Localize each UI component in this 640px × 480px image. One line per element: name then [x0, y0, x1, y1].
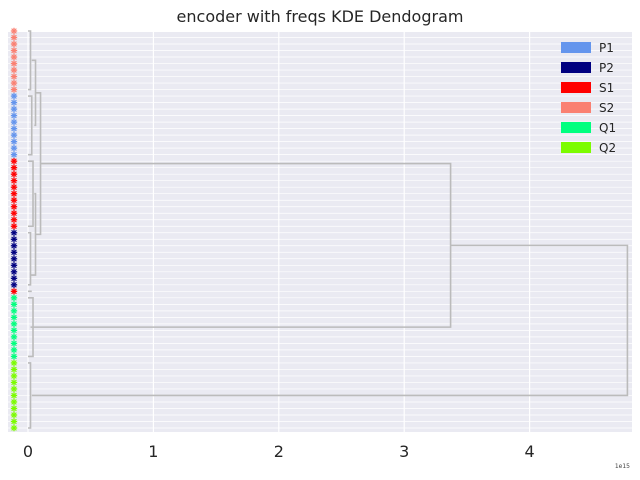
leaf-marker [10, 105, 18, 113]
leaf-marker [10, 392, 18, 399]
leaf-marker [10, 125, 18, 132]
leaf-marker [10, 398, 18, 406]
leaf-marker [10, 170, 18, 178]
leaf-marker [10, 236, 18, 243]
dendrogram-link [28, 160, 34, 228]
leaf-marker [10, 79, 18, 87]
leaf-marker [10, 242, 18, 249]
legend-swatch [561, 102, 591, 113]
dendrogram-link [28, 362, 32, 429]
leaf-marker [10, 262, 18, 269]
leaf-marker [10, 366, 18, 373]
leaf-marker [10, 177, 18, 184]
legend-swatch [561, 62, 591, 73]
leaf-marker [10, 346, 18, 354]
leaf-marker [10, 27, 18, 35]
legend-label: S2 [599, 101, 614, 115]
leaf-marker [10, 86, 18, 93]
legend-label: P1 [599, 41, 614, 55]
leaf-marker [10, 73, 18, 80]
leaf-marker [10, 320, 18, 328]
leaf-marker [10, 203, 18, 210]
leaf-marker [10, 333, 18, 341]
leaf-marker [10, 66, 18, 74]
leaf-marker [10, 53, 18, 61]
legend-label: P2 [599, 61, 614, 75]
legend-swatch [561, 142, 591, 153]
leaf-marker [10, 118, 18, 126]
leaf-marker [10, 385, 18, 393]
leaf-marker [10, 314, 18, 321]
leaf-marker [10, 197, 18, 204]
leaf-marker [10, 210, 18, 217]
legend-label: Q2 [599, 141, 616, 155]
leaf-marker [10, 34, 18, 41]
leaf-marker [10, 223, 18, 230]
x-axis-ticks: 0 1 2 3 4 [23, 442, 535, 461]
leaf-marker [10, 157, 18, 165]
dendrogram-link [28, 95, 33, 156]
dendrogram-link [31, 244, 629, 397]
chart-title: encoder with freqs KDE Dendogram [177, 7, 464, 26]
leaf-marker [10, 112, 18, 119]
leaf-marker [10, 307, 18, 315]
leaf-marker [10, 424, 18, 432]
leaf-marker [10, 92, 18, 100]
grid-lines [8, 30, 632, 432]
legend-swatch [561, 42, 591, 53]
leaf-marker [10, 359, 18, 367]
leaf-marker [10, 144, 18, 152]
x-tick-label: 2 [274, 442, 284, 461]
leaf-marker [10, 99, 18, 106]
leaf-marker [10, 229, 18, 236]
leaf-marker [10, 379, 18, 386]
leaf-marker [10, 268, 18, 276]
x-tick-label: 0 [23, 442, 33, 461]
leaf-marker [10, 340, 18, 347]
leaf-markers [10, 27, 18, 432]
leaf-marker [10, 131, 18, 139]
leaf-marker [10, 288, 18, 295]
leaf-marker [10, 40, 18, 48]
leaf-marker [10, 164, 18, 171]
leaf-marker [10, 151, 18, 158]
legend-label: Q1 [599, 121, 616, 135]
leaf-marker [10, 353, 18, 360]
leaf-marker [10, 301, 18, 308]
dendrogram-links [28, 30, 629, 429]
x-tick-label: 4 [525, 442, 535, 461]
legend: P1 P2 S1 S2 Q1 Q2 [561, 41, 616, 155]
leaf-marker [10, 418, 18, 425]
leaf-marker [10, 255, 18, 262]
legend-label: S1 [599, 81, 614, 95]
dendrogram-link [28, 30, 32, 91]
leaf-marker [10, 411, 18, 419]
leaf-marker [10, 372, 18, 380]
leaf-marker [10, 405, 18, 412]
leaf-marker [10, 216, 18, 223]
leaf-marker [10, 275, 18, 282]
legend-swatch [561, 82, 591, 93]
leaf-marker [10, 327, 18, 334]
leaf-marker [10, 249, 18, 256]
leaf-marker [10, 47, 18, 54]
leaf-marker [10, 138, 18, 145]
leaf-marker [10, 281, 18, 289]
leaf-marker [10, 294, 18, 302]
x-tick-label: 3 [399, 442, 409, 461]
dendrogram-link [28, 231, 32, 286]
leaf-marker [10, 190, 18, 197]
legend-swatch [561, 122, 591, 133]
x-offset-label: 1e15 [615, 463, 630, 470]
leaf-marker [10, 60, 18, 67]
x-tick-label: 1 [148, 442, 158, 461]
plot-area [8, 32, 632, 432]
leaf-marker [10, 183, 18, 191]
